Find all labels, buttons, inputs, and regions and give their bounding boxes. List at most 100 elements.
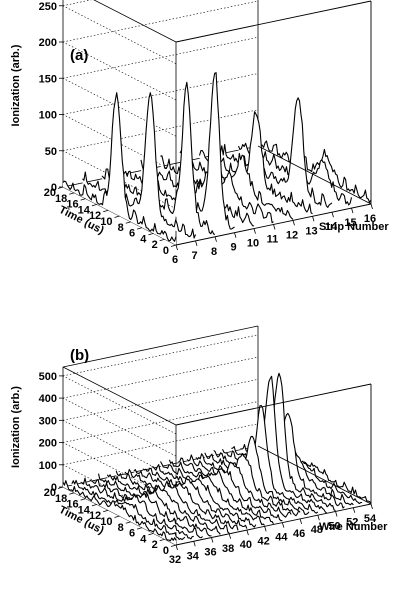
- z-axis-label: Ionization (arb.): [10, 44, 22, 126]
- z-tick-label: 150: [39, 73, 57, 85]
- x-tick-label: 16: [364, 213, 376, 225]
- trace-fill: [219, 97, 332, 213]
- gridline-back-wall: [62, 0, 259, 43]
- y-tick-label: 16: [66, 199, 78, 211]
- trace-33: [71, 479, 186, 541]
- y-tick-label: 2: [152, 539, 158, 551]
- x-tick-mark: [312, 216, 315, 222]
- x-tick-label: 12: [286, 229, 298, 241]
- z-tick-label: 100: [39, 460, 57, 472]
- trace-fill: [204, 405, 318, 516]
- trace-45: [178, 457, 292, 518]
- x-tick-label: 42: [258, 535, 270, 547]
- trace-fill: [222, 373, 336, 512]
- box-edge: [62, 325, 259, 368]
- gridline-back-wall: [62, 73, 259, 115]
- y-tick-label: 14: [78, 504, 91, 516]
- y-tick-label: 18: [55, 193, 67, 205]
- x-tick-label: 11: [267, 234, 279, 246]
- x-tick-mark: [228, 533, 232, 539]
- gridline-left-wall: [62, 397, 177, 457]
- x-tick-label: 9: [230, 242, 236, 254]
- panel-label: (b): [70, 347, 89, 364]
- x-tick-mark: [370, 203, 373, 210]
- gridline-left-wall: [62, 375, 177, 435]
- trace-40: [133, 469, 248, 529]
- y-tick-mark: [148, 533, 154, 536]
- y-tick-label: 14: [78, 204, 91, 216]
- y-tick-mark: [114, 515, 120, 518]
- x-tick-label: 44: [275, 532, 288, 544]
- x-tick-mark: [352, 507, 356, 513]
- z-axis-label: Ionization (arb.): [10, 386, 22, 468]
- x-tick-mark: [234, 232, 237, 238]
- x-tick-mark: [331, 212, 334, 218]
- z-tick-label: 50: [45, 146, 57, 158]
- x-tick-mark: [299, 518, 302, 525]
- x-tick-mark: [370, 503, 373, 510]
- trace-fill: [199, 111, 313, 217]
- y-tick-label: 8: [118, 522, 124, 534]
- trace-34: [80, 477, 194, 540]
- trace-42: [151, 464, 265, 526]
- trace-39: [124, 468, 239, 531]
- trace-37: [106, 474, 221, 535]
- x-tick-label: 46: [293, 528, 305, 540]
- y-tick-label: 18: [55, 493, 67, 505]
- z-tick-label: 100: [39, 110, 57, 122]
- trace-fill: [141, 159, 254, 229]
- gridline-back-wall: [62, 423, 259, 466]
- y-tick-mark: [159, 238, 165, 242]
- trace-7: [82, 92, 197, 239]
- trace-12: [179, 150, 294, 220]
- x-tick-label: 15: [344, 217, 356, 229]
- box-edge-front: [175, 383, 372, 426]
- x-tick-mark: [214, 236, 217, 242]
- x-tick-label: 7: [191, 250, 197, 262]
- y-tick-label: 0: [163, 545, 169, 557]
- trace-10: [140, 159, 255, 227]
- x-tick-label: 54: [364, 513, 377, 525]
- y-tick-label: 20: [44, 487, 56, 499]
- y-tick-mark: [170, 544, 177, 547]
- x-tick-label: 38: [222, 543, 234, 555]
- trace-32: [62, 480, 177, 542]
- gridline-left-wall: [62, 41, 177, 101]
- x-axis-ticks: 32 34 36 38 40 42 44 46 48 50 52 54: [169, 503, 377, 566]
- y-tick-label: 4: [140, 533, 147, 545]
- x-tick-mark: [317, 515, 320, 521]
- y-tick-label: 12: [89, 510, 101, 522]
- y-tick-mark: [69, 192, 75, 195]
- box-edge: [62, 366, 177, 426]
- gridline-left-wall: [62, 5, 177, 65]
- y-tick-mark: [170, 244, 177, 247]
- x-tick-mark: [211, 537, 214, 543]
- y-tick-mark: [136, 527, 143, 530]
- x-tick-label: 14: [325, 221, 338, 233]
- gridline-back-wall: [62, 401, 259, 443]
- trace-43: [160, 461, 274, 525]
- gridline-left-wall: [62, 77, 177, 137]
- y-tick-mark: [159, 538, 165, 542]
- box-edge-front: [175, 503, 372, 546]
- trace-46: [186, 453, 301, 517]
- trace-48: [204, 405, 319, 514]
- trace-fill: [71, 480, 185, 544]
- trace-47: [195, 435, 310, 515]
- x-tick-mark: [292, 220, 295, 226]
- x-tick-label: 6: [172, 254, 178, 266]
- x-tick-label: 50: [328, 520, 340, 532]
- z-axis-ticks: 0 50 100 150 200 250: [39, 1, 63, 194]
- x-tick-mark: [335, 511, 338, 517]
- y-tick-mark: [125, 521, 131, 524]
- trace-fill: [102, 82, 215, 237]
- z-tick-label: 200: [39, 37, 57, 49]
- x-tick-mark: [264, 526, 267, 532]
- x-tick-label: 52: [346, 517, 358, 529]
- z-tick-label: 200: [39, 438, 57, 450]
- data-traces: [62, 72, 372, 245]
- trace-fill: [63, 92, 176, 245]
- y-tick-label: 6: [129, 528, 135, 540]
